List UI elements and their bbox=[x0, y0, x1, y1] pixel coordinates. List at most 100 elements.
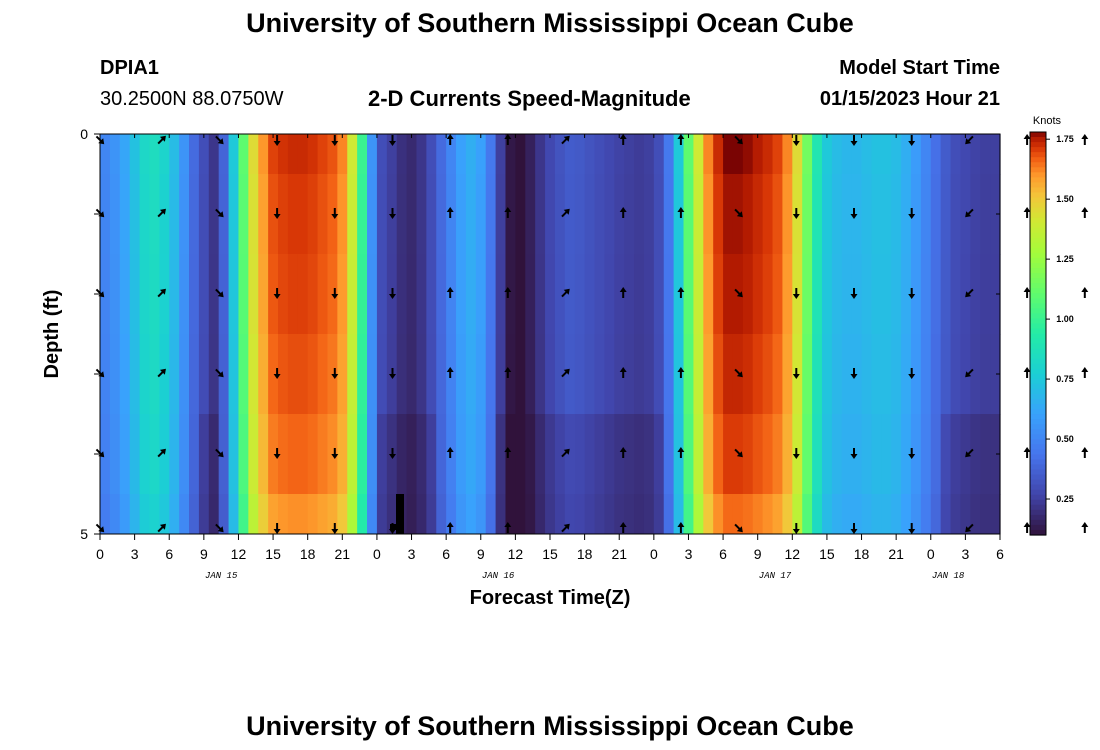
heatmap-cell bbox=[950, 174, 962, 255]
heatmap-cell bbox=[970, 254, 981, 335]
heatmap-cell bbox=[752, 414, 764, 495]
heatmap-cell bbox=[812, 334, 823, 415]
heatmap-cell bbox=[614, 414, 625, 495]
heatmap-cell bbox=[732, 134, 744, 175]
heatmap-cell bbox=[802, 134, 813, 175]
current-arrow bbox=[1023, 287, 1031, 298]
heatmap-cell bbox=[367, 414, 378, 495]
heatmap-cell bbox=[673, 414, 685, 495]
heatmap-cell bbox=[179, 134, 190, 175]
heatmap-cell bbox=[891, 174, 902, 255]
heatmap-cell bbox=[169, 494, 180, 535]
heatmap-cell bbox=[901, 134, 912, 175]
colorbar-tick-label: 0.75 bbox=[1056, 374, 1074, 384]
heatmap-cell bbox=[208, 174, 220, 255]
heatmap-cell bbox=[495, 174, 507, 255]
heatmap-cell bbox=[742, 334, 754, 415]
heatmap-cell bbox=[416, 334, 427, 415]
heatmap-cell bbox=[723, 134, 734, 175]
colorbar-segment bbox=[1030, 172, 1046, 178]
colorbar-segment bbox=[1030, 147, 1046, 153]
heatmap-cell bbox=[980, 494, 991, 535]
heatmap-cell bbox=[831, 414, 843, 495]
heatmap-cell bbox=[525, 334, 536, 415]
x-tick-label: 15 bbox=[265, 546, 281, 562]
colorbar-segment bbox=[1030, 393, 1046, 400]
heatmap-cell bbox=[940, 174, 952, 255]
heatmap-cell bbox=[268, 414, 279, 495]
heatmap-cell bbox=[465, 494, 477, 535]
heatmap-cell bbox=[505, 174, 516, 255]
heatmap-cell bbox=[475, 414, 487, 495]
heatmap-cell bbox=[278, 174, 289, 255]
heatmap-cell bbox=[100, 414, 111, 495]
heatmap-cell bbox=[970, 134, 981, 175]
heatmap-cell bbox=[713, 414, 724, 495]
colorbar-segment bbox=[1030, 519, 1046, 526]
heatmap-cell bbox=[920, 134, 932, 175]
heatmap-cell bbox=[891, 334, 902, 415]
heatmap-cell bbox=[100, 134, 111, 175]
heatmap-cell bbox=[643, 254, 655, 335]
heatmap-cell bbox=[129, 494, 141, 535]
current-arrow bbox=[389, 448, 396, 459]
heatmap-cell bbox=[495, 494, 507, 535]
colorbar-segment bbox=[1030, 444, 1046, 450]
heatmap-cell bbox=[891, 414, 902, 495]
heatmap-cell bbox=[624, 134, 635, 175]
heatmap-cell bbox=[317, 334, 329, 415]
colorbar-segment bbox=[1030, 328, 1046, 335]
current-arrow bbox=[1081, 367, 1089, 378]
heatmap-cell bbox=[950, 254, 962, 335]
current-arrow bbox=[504, 522, 512, 533]
heatmap-cell bbox=[663, 254, 675, 335]
heatmap-cells bbox=[100, 134, 1001, 535]
heatmap-cell bbox=[525, 494, 536, 535]
heatmap-cell bbox=[198, 254, 210, 335]
heatmap-cell bbox=[297, 174, 309, 255]
colorbar-segment bbox=[1030, 464, 1046, 471]
heatmap-cell bbox=[643, 334, 655, 415]
colorbar-unit-label: Knots bbox=[1033, 115, 1062, 127]
heatmap-cell bbox=[762, 334, 774, 415]
heatmap-cell bbox=[812, 414, 823, 495]
x-axis: 0 3 6 9 12 15 18 21 0 3 6 9 12 15 18 21 0 3 6 9 12 15 18 21 0 3 6 J… bbox=[96, 134, 1004, 581]
heatmap-cell bbox=[426, 134, 437, 175]
heatmap-cell bbox=[446, 334, 457, 415]
colorbar-segment bbox=[1030, 313, 1046, 319]
heatmap-cell bbox=[574, 254, 586, 335]
colorbar-segment bbox=[1030, 232, 1046, 239]
heatmap-cell bbox=[891, 134, 902, 175]
heatmap-cell bbox=[970, 334, 981, 415]
heatmap-cell bbox=[920, 334, 932, 415]
heatmap-cell bbox=[782, 134, 793, 175]
heatmap-cell bbox=[287, 494, 299, 535]
heatmap-cell bbox=[100, 174, 111, 255]
current-arrow bbox=[389, 288, 396, 299]
heatmap-cell bbox=[683, 254, 695, 335]
heatmap-cell bbox=[268, 174, 279, 255]
heatmap-cell bbox=[594, 494, 605, 535]
heatmap-cell bbox=[357, 254, 368, 335]
heatmap-cell bbox=[376, 174, 388, 255]
heatmap-cell bbox=[426, 414, 437, 495]
heatmap-cell bbox=[881, 494, 892, 535]
current-arrow bbox=[215, 288, 224, 298]
colorbar-segment bbox=[1030, 489, 1046, 496]
heatmap-cell bbox=[347, 334, 358, 415]
heatmap-cell bbox=[347, 254, 358, 335]
heatmap-cell bbox=[960, 134, 971, 175]
x-date-label: JAN 16 bbox=[482, 571, 515, 581]
heatmap-cell bbox=[396, 334, 408, 415]
heatmap-cell bbox=[278, 414, 289, 495]
heatmap-cell bbox=[960, 414, 971, 495]
heatmap-cell bbox=[475, 254, 487, 335]
heatmap-cell bbox=[485, 134, 497, 175]
heatmap-cell bbox=[762, 414, 774, 495]
heatmap-cell bbox=[584, 174, 596, 255]
heatmap-cell bbox=[169, 414, 180, 495]
heatmap-cell bbox=[129, 134, 141, 175]
current-arrow bbox=[734, 523, 743, 533]
heatmap-cell bbox=[238, 494, 249, 535]
colorbar-segment bbox=[1030, 283, 1046, 289]
